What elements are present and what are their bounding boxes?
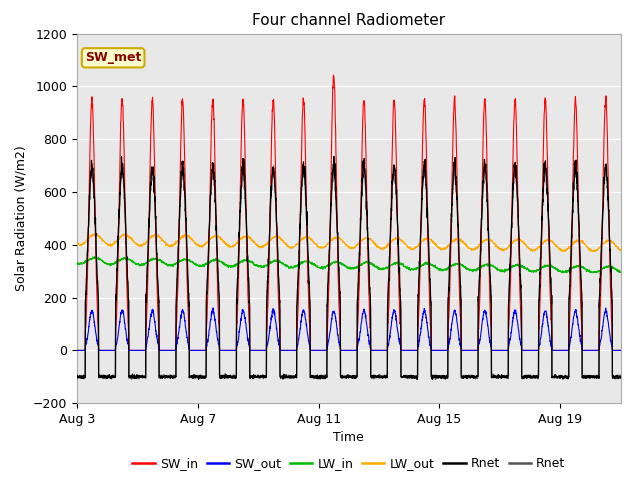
Legend: SW_in, SW_out, LW_in, LW_out, Rnet, Rnet: SW_in, SW_out, LW_in, LW_out, Rnet, Rnet	[127, 452, 570, 475]
Title: Four channel Radiometer: Four channel Radiometer	[252, 13, 445, 28]
Text: SW_met: SW_met	[85, 51, 141, 64]
X-axis label: Time: Time	[333, 432, 364, 444]
Y-axis label: Solar Radiation (W/m2): Solar Radiation (W/m2)	[14, 145, 27, 291]
